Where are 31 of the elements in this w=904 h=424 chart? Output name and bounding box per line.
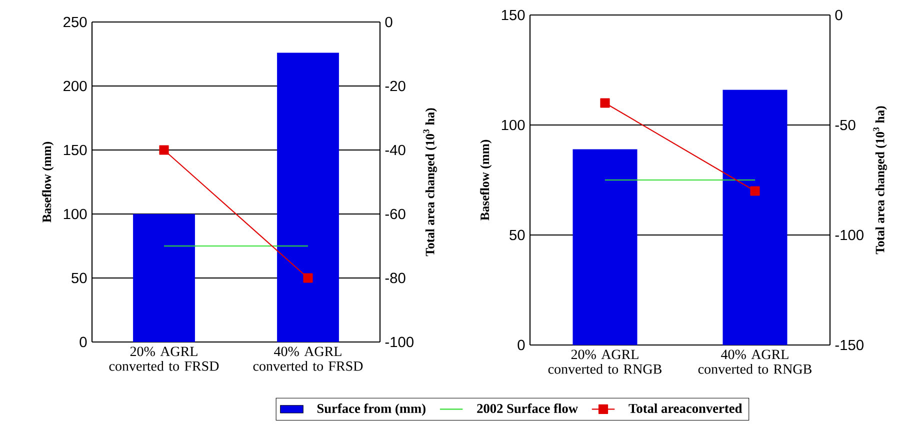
y-tick-label: 0 [518, 340, 525, 350]
y-tick-label: 250 [64, 16, 87, 28]
y2-tick-label: -100 [385, 336, 414, 348]
y2-tick-label: -100 [835, 230, 864, 240]
x-tick-label: 40% AGRL converted to RNGB [698, 350, 812, 374]
y-tick-label: 50 [72, 272, 87, 284]
y-tick-label: 200 [64, 80, 87, 92]
y-tick-label: 150 [502, 10, 525, 20]
y2-tick-label: -150 [835, 340, 864, 350]
y2-axis-title: Total area changed (10$^{3}$ ha) [873, 106, 887, 254]
legend-label: Surface from (mm) [317, 403, 426, 416]
y-tick-label: 0 [80, 336, 87, 348]
y-axis-title: Baseflow (mm) [42, 142, 54, 222]
x-tick-label: 40% AGRL converted to FRSD [253, 346, 363, 371]
y2-tick-label: -20 [385, 80, 406, 92]
y-tick-label: 50 [510, 230, 525, 240]
y-tick-label: 100 [64, 208, 87, 220]
y2-tick-label: -40 [385, 144, 406, 156]
y2-tick-label: -60 [385, 208, 406, 220]
x-tick-label: 20% AGRL converted to FRSD [109, 346, 219, 371]
y-axis-title: Baseflow (mm) [480, 140, 492, 220]
y-tick-label: 150 [64, 144, 87, 156]
y2-tick-label: 0 [385, 16, 392, 28]
legend-label: 2002 Surface flow [477, 403, 578, 414]
x-tick-label: 20% AGRL converted to RNGB [548, 350, 662, 374]
y2-axis-title: Total area changed (10$^{3}$ ha) [423, 108, 437, 256]
legend-label: Total areaconverted [628, 404, 742, 413]
y2-tick-label: -50 [835, 120, 856, 130]
y2-tick-label: 0 [835, 10, 842, 20]
y-tick-label: 100 [502, 120, 525, 130]
y2-tick-label: -80 [385, 272, 406, 284]
